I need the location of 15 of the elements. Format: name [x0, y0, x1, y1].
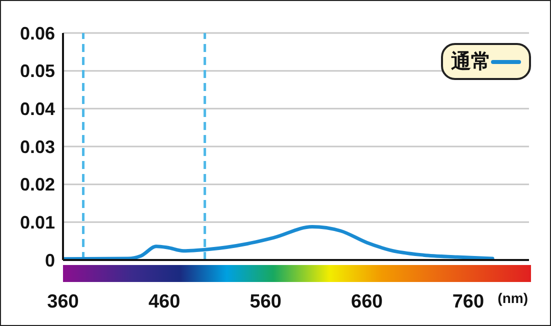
line-series	[63, 224, 494, 260]
x-tick-label: 560	[250, 291, 282, 312]
y-tick-label: 0.03	[20, 136, 55, 157]
y-tick-label: 0	[44, 250, 55, 270]
y-tick-label: 0.01	[20, 212, 55, 233]
x-tick-label: 460	[148, 291, 180, 312]
y-tick-label: 0.06	[20, 23, 55, 44]
y-tick-label: 0.04	[20, 99, 55, 120]
x-tick-label: 360	[47, 291, 79, 312]
y-tick-label: 0.05	[20, 61, 55, 82]
x-tick-label: 660	[351, 291, 383, 312]
legend-label: 通常	[451, 50, 492, 75]
x-tick-label: 760	[452, 291, 484, 312]
x-axis-title: (nm)	[498, 290, 528, 306]
y-tick-label: 0.02	[20, 174, 55, 195]
